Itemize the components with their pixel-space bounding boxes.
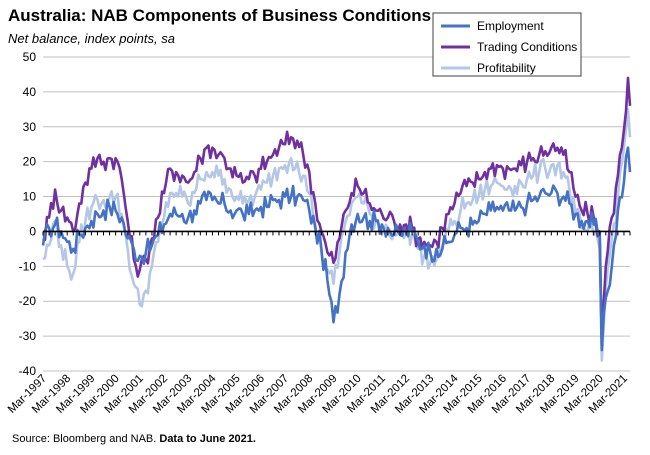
y-tick-label: 30 (23, 120, 37, 134)
y-tick-label: -20 (19, 294, 37, 308)
y-tick-label: 10 (23, 190, 37, 204)
legend-label: Employment (477, 19, 544, 33)
source-date-note: Data to June 2021. (159, 433, 256, 445)
series-lines (41, 76, 632, 362)
legend-label: Profitability (477, 61, 536, 75)
y-tick-label: -40 (19, 364, 37, 378)
y-axis-ticks: -40 -30 -20 -10 0 10 20 30 40 50 (19, 50, 37, 378)
legend-label: Trading Conditions (477, 40, 577, 54)
chart-subtitle: Net balance, index points, sa (8, 31, 175, 46)
legend-box (432, 12, 582, 77)
legend: Employment Trading Conditions Profitabilit… (432, 12, 582, 77)
series-line (42, 76, 632, 348)
source-text: Source: Bloomberg and NAB. (12, 433, 157, 445)
y-tick-label: 20 (23, 155, 37, 169)
y-tick-label: 0 (29, 224, 36, 238)
source-note: Source: Bloomberg and NAB. Data to June … (12, 433, 256, 445)
chart-title: Australia: NAB Components of Business Co… (8, 6, 432, 25)
y-tick-label: 50 (23, 50, 37, 64)
y-tick-label: 40 (23, 85, 37, 99)
series-line (42, 108, 632, 362)
y-tick-label: -30 (19, 329, 37, 343)
series-line (41, 146, 632, 352)
y-tick-label: -10 (19, 259, 37, 273)
zero-axis (42, 230, 631, 236)
x-axis-ticks: Mar-1997Mar-1998Mar-1999Mar-2000Mar-2001… (6, 372, 630, 416)
gridlines (43, 56, 630, 372)
